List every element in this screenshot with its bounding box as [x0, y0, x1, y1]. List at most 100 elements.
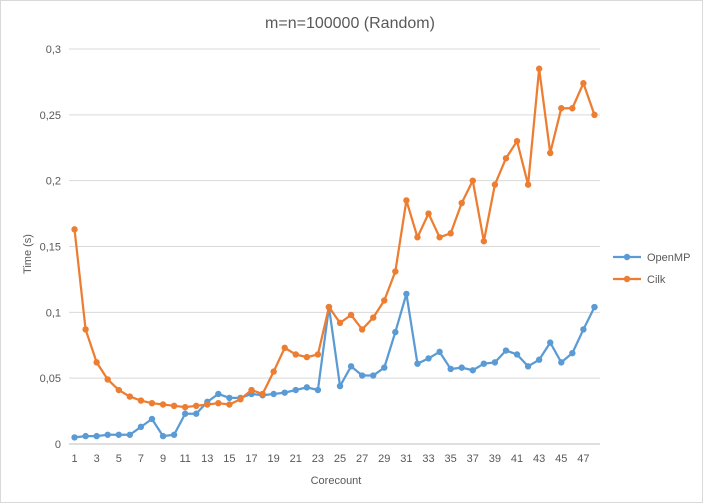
data-point — [159, 432, 167, 440]
series-group — [71, 65, 598, 441]
x-tick-label: 47 — [577, 453, 589, 465]
data-point — [226, 394, 233, 402]
x-tick-label: 3 — [94, 453, 100, 465]
data-point — [458, 199, 465, 207]
data-point — [314, 351, 322, 358]
y-tick-label: 0 — [55, 439, 61, 451]
data-point — [93, 359, 100, 366]
data-point — [436, 234, 443, 241]
data-point — [547, 149, 554, 157]
data-point — [580, 326, 587, 333]
data-point — [403, 197, 410, 204]
data-point — [248, 386, 255, 394]
data-point — [436, 348, 443, 356]
x-tick-label: 7 — [138, 453, 144, 465]
x-tick-label: 39 — [489, 453, 501, 465]
data-point — [159, 401, 167, 408]
x-axis: 1 3 5 7 9 11 13 15 17 19 21 23 25 27 29 31 33 35 37 39 41 43 4… — [69, 443, 600, 465]
data-point — [591, 303, 598, 311]
legend: OpenMP Cilk — [613, 252, 690, 286]
x-tick-label: 25 — [334, 453, 346, 465]
x-tick-label: 11 — [179, 453, 190, 465]
legend-item: OpenMP — [613, 252, 690, 264]
data-point — [292, 386, 299, 394]
data-point — [491, 359, 499, 366]
data-point — [215, 390, 222, 398]
data-point — [591, 111, 598, 119]
data-point — [314, 386, 322, 394]
data-point — [358, 326, 366, 333]
data-point — [370, 372, 377, 379]
data-point — [347, 311, 355, 319]
data-point — [480, 238, 488, 245]
series-cilk — [71, 65, 598, 411]
data-point — [347, 363, 355, 370]
data-point — [281, 344, 288, 352]
x-tick-label: 9 — [160, 453, 166, 465]
data-point — [71, 226, 78, 233]
data-point — [93, 432, 100, 440]
y-tick-label: 0,3 — [46, 44, 61, 56]
data-point — [403, 290, 410, 298]
x-tick-label: 5 — [116, 453, 122, 465]
data-point — [281, 389, 288, 396]
data-point — [259, 390, 266, 398]
data-point — [170, 431, 178, 438]
data-point — [181, 410, 189, 417]
data-point — [524, 181, 532, 188]
data-point — [126, 431, 134, 438]
x-tick-label: 17 — [245, 453, 257, 465]
data-point — [193, 410, 200, 417]
legend-swatch-marker — [623, 275, 631, 283]
x-tick-label: 15 — [223, 453, 235, 465]
y-axis: 0 0,05 0,1 0,15 0,2 0,25 0,3 — [40, 44, 61, 451]
data-point — [237, 396, 244, 403]
y-tick-label: 0,2 — [46, 176, 61, 188]
data-point — [148, 415, 156, 423]
data-point — [325, 303, 333, 311]
data-point — [226, 401, 233, 408]
data-point — [469, 367, 476, 374]
data-point — [425, 210, 432, 217]
data-point — [414, 234, 421, 241]
data-point — [381, 297, 388, 304]
data-point — [336, 319, 344, 327]
data-point — [303, 353, 311, 361]
data-point — [381, 364, 388, 371]
x-tick-label: 41 — [511, 453, 523, 465]
data-point — [170, 402, 178, 410]
data-point — [425, 355, 432, 362]
data-point — [447, 230, 454, 237]
x-axis-title: Corecount — [311, 475, 362, 487]
data-point — [148, 399, 156, 407]
y-tick-label: 0,05 — [40, 373, 61, 385]
x-tick-label: 43 — [533, 453, 545, 465]
x-tick-label: 31 — [400, 453, 412, 465]
data-point — [558, 359, 565, 366]
x-tick-label: 13 — [201, 453, 213, 465]
data-point — [270, 390, 277, 398]
data-point — [370, 314, 377, 321]
y-tick-label: 0,25 — [40, 110, 61, 122]
x-tick-label: 1 — [71, 453, 77, 465]
x-tick-label: 45 — [555, 453, 567, 465]
x-tick-label: 21 — [290, 453, 302, 465]
data-point — [447, 365, 454, 373]
x-tick-label: 33 — [422, 453, 434, 465]
data-point — [126, 393, 134, 400]
x-tick-label: 35 — [445, 453, 457, 465]
legend-swatch-marker — [623, 253, 631, 261]
data-point — [292, 351, 299, 358]
data-point — [204, 401, 211, 408]
x-tick-label: 29 — [378, 453, 390, 465]
data-point — [392, 328, 399, 336]
data-point — [137, 397, 145, 404]
data-point — [104, 376, 111, 383]
legend-label: OpenMP — [647, 252, 690, 264]
data-point — [115, 386, 122, 394]
data-point — [414, 360, 421, 367]
data-point — [82, 432, 89, 440]
x-tick-label: 19 — [268, 453, 280, 465]
data-point — [502, 155, 510, 162]
